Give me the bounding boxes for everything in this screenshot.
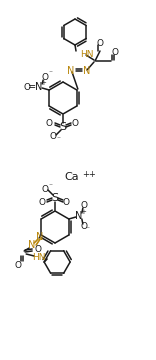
Text: O: O [39, 198, 46, 207]
Text: O: O [80, 221, 87, 230]
Text: ⁻: ⁻ [86, 225, 90, 234]
Text: ++: ++ [82, 170, 96, 179]
Text: O: O [15, 261, 22, 270]
Text: N: N [83, 66, 91, 76]
Text: O: O [80, 201, 87, 210]
Text: +: + [40, 80, 46, 86]
Text: O: O [35, 246, 42, 255]
Text: O: O [42, 72, 49, 81]
Text: O: O [71, 118, 78, 127]
Text: S: S [59, 122, 67, 132]
Text: +: + [80, 209, 86, 215]
Text: O: O [63, 198, 70, 207]
Text: O: O [46, 118, 53, 127]
Text: O: O [41, 185, 49, 194]
Text: N: N [37, 232, 44, 242]
Text: N: N [67, 66, 75, 76]
Text: N: N [75, 211, 83, 221]
Text: S: S [51, 193, 58, 203]
Text: O: O [24, 82, 31, 91]
Text: N: N [28, 240, 36, 250]
Text: ⁻: ⁻ [56, 135, 60, 144]
Text: O: O [97, 39, 103, 48]
Text: O: O [112, 48, 119, 57]
Text: ⁻: ⁻ [48, 181, 52, 190]
Text: HN: HN [80, 50, 93, 59]
Text: N: N [35, 82, 43, 92]
Text: =: = [28, 82, 36, 92]
Text: Ca: Ca [65, 172, 79, 182]
Text: ⁻: ⁻ [48, 68, 52, 77]
Text: HN: HN [32, 253, 46, 262]
Text: O: O [49, 131, 56, 140]
